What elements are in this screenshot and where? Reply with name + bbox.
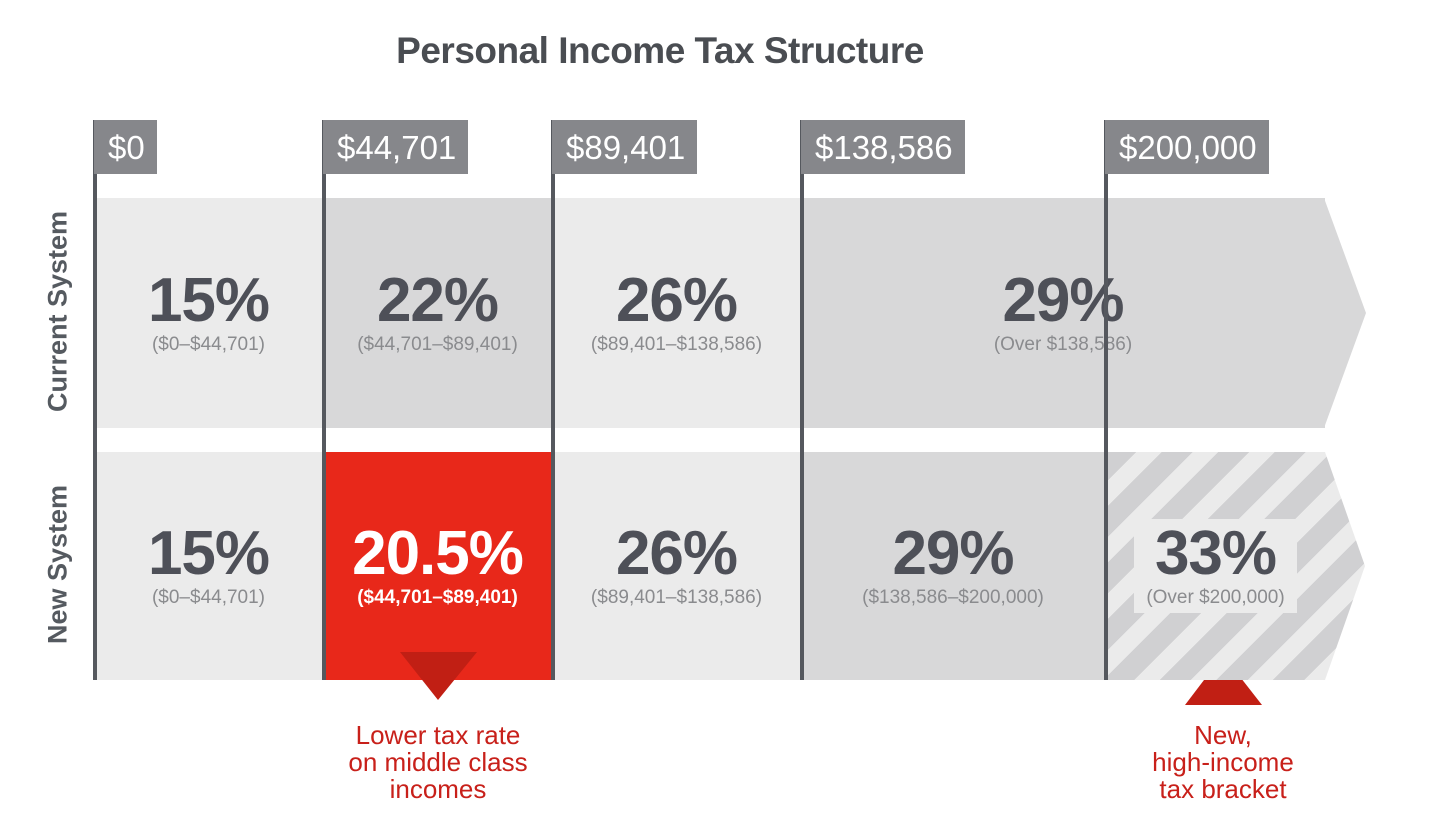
caption-line: New, <box>1194 720 1252 750</box>
row-label-new: New System <box>42 484 73 645</box>
annotation-middle-class: Lower tax rate on middle class incomes <box>318 722 558 803</box>
caption-line: high-income <box>1152 747 1294 777</box>
high-income-up-triangle <box>1185 655 1262 705</box>
annotation-high-income: New, high-income tax bracket <box>1103 722 1343 803</box>
label-box: 33% (Over $200,000) <box>1134 519 1297 613</box>
new-bracket-1: 15% ($0–$44,701) <box>94 452 323 680</box>
range: ($0–$44,701) <box>151 334 266 355</box>
range: ($89,401–$138,586) <box>590 587 763 608</box>
current-bracket-3: 26% ($89,401–$138,586) <box>552 198 801 428</box>
range: (Over $200,000) <box>1146 587 1285 608</box>
threshold-pole <box>1104 120 1108 680</box>
threshold-flag: $200,000 <box>1105 120 1269 174</box>
threshold-flag: $138,586 <box>801 120 965 174</box>
rate: 15% <box>147 519 270 588</box>
current-bracket-2: 22% ($44,701–$89,401) <box>323 198 552 428</box>
rate: 22% <box>376 266 499 335</box>
rate: 29% <box>892 519 1014 588</box>
threshold-pole <box>800 120 804 680</box>
caption-line: Lower tax rate <box>355 720 521 750</box>
rate: 20.5% <box>352 519 524 588</box>
new-bracket-5-striped: 33% (Over $200,000) <box>1105 452 1365 680</box>
threshold-flag: $0 <box>94 120 157 174</box>
range: ($138,586–$200,000) <box>862 587 1044 608</box>
threshold-pole <box>551 120 555 680</box>
rate: 33% <box>1154 519 1277 588</box>
current-bracket-4: 29% (Over $138,586) <box>801 198 1325 428</box>
range: ($0–$44,701) <box>151 587 266 608</box>
caption-line: incomes <box>389 774 487 804</box>
range: ($44,701–$89,401) <box>357 334 518 355</box>
rate: 26% <box>615 519 738 588</box>
chart-title: Personal Income Tax Structure <box>396 30 924 71</box>
row-label-current: Current System <box>42 210 73 413</box>
range: ($44,701–$89,401) <box>357 587 518 608</box>
threshold-flag: $44,701 <box>323 120 469 174</box>
caption-line: on middle class <box>348 747 528 777</box>
new-bracket-2-highlighted: 20.5% ($44,701–$89,401) <box>323 452 552 680</box>
range: (Over $138,586) <box>993 334 1133 355</box>
caption-line: tax bracket <box>1159 774 1287 804</box>
current-arrow-tip <box>1324 198 1366 428</box>
new-bracket-3: 26% ($89,401–$138,586) <box>552 452 801 680</box>
threshold-pole <box>322 120 326 680</box>
middle-class-down-triangle <box>400 652 477 700</box>
new-bracket-4: 29% ($138,586–$200,000) <box>801 452 1105 680</box>
current-bracket-1: 15% ($0–$44,701) <box>94 198 323 428</box>
threshold-pole <box>93 120 97 680</box>
threshold-flag: $89,401 <box>552 120 698 174</box>
range: ($89,401–$138,586) <box>590 334 763 355</box>
rate: 15% <box>147 266 270 335</box>
rate: 26% <box>615 266 738 335</box>
